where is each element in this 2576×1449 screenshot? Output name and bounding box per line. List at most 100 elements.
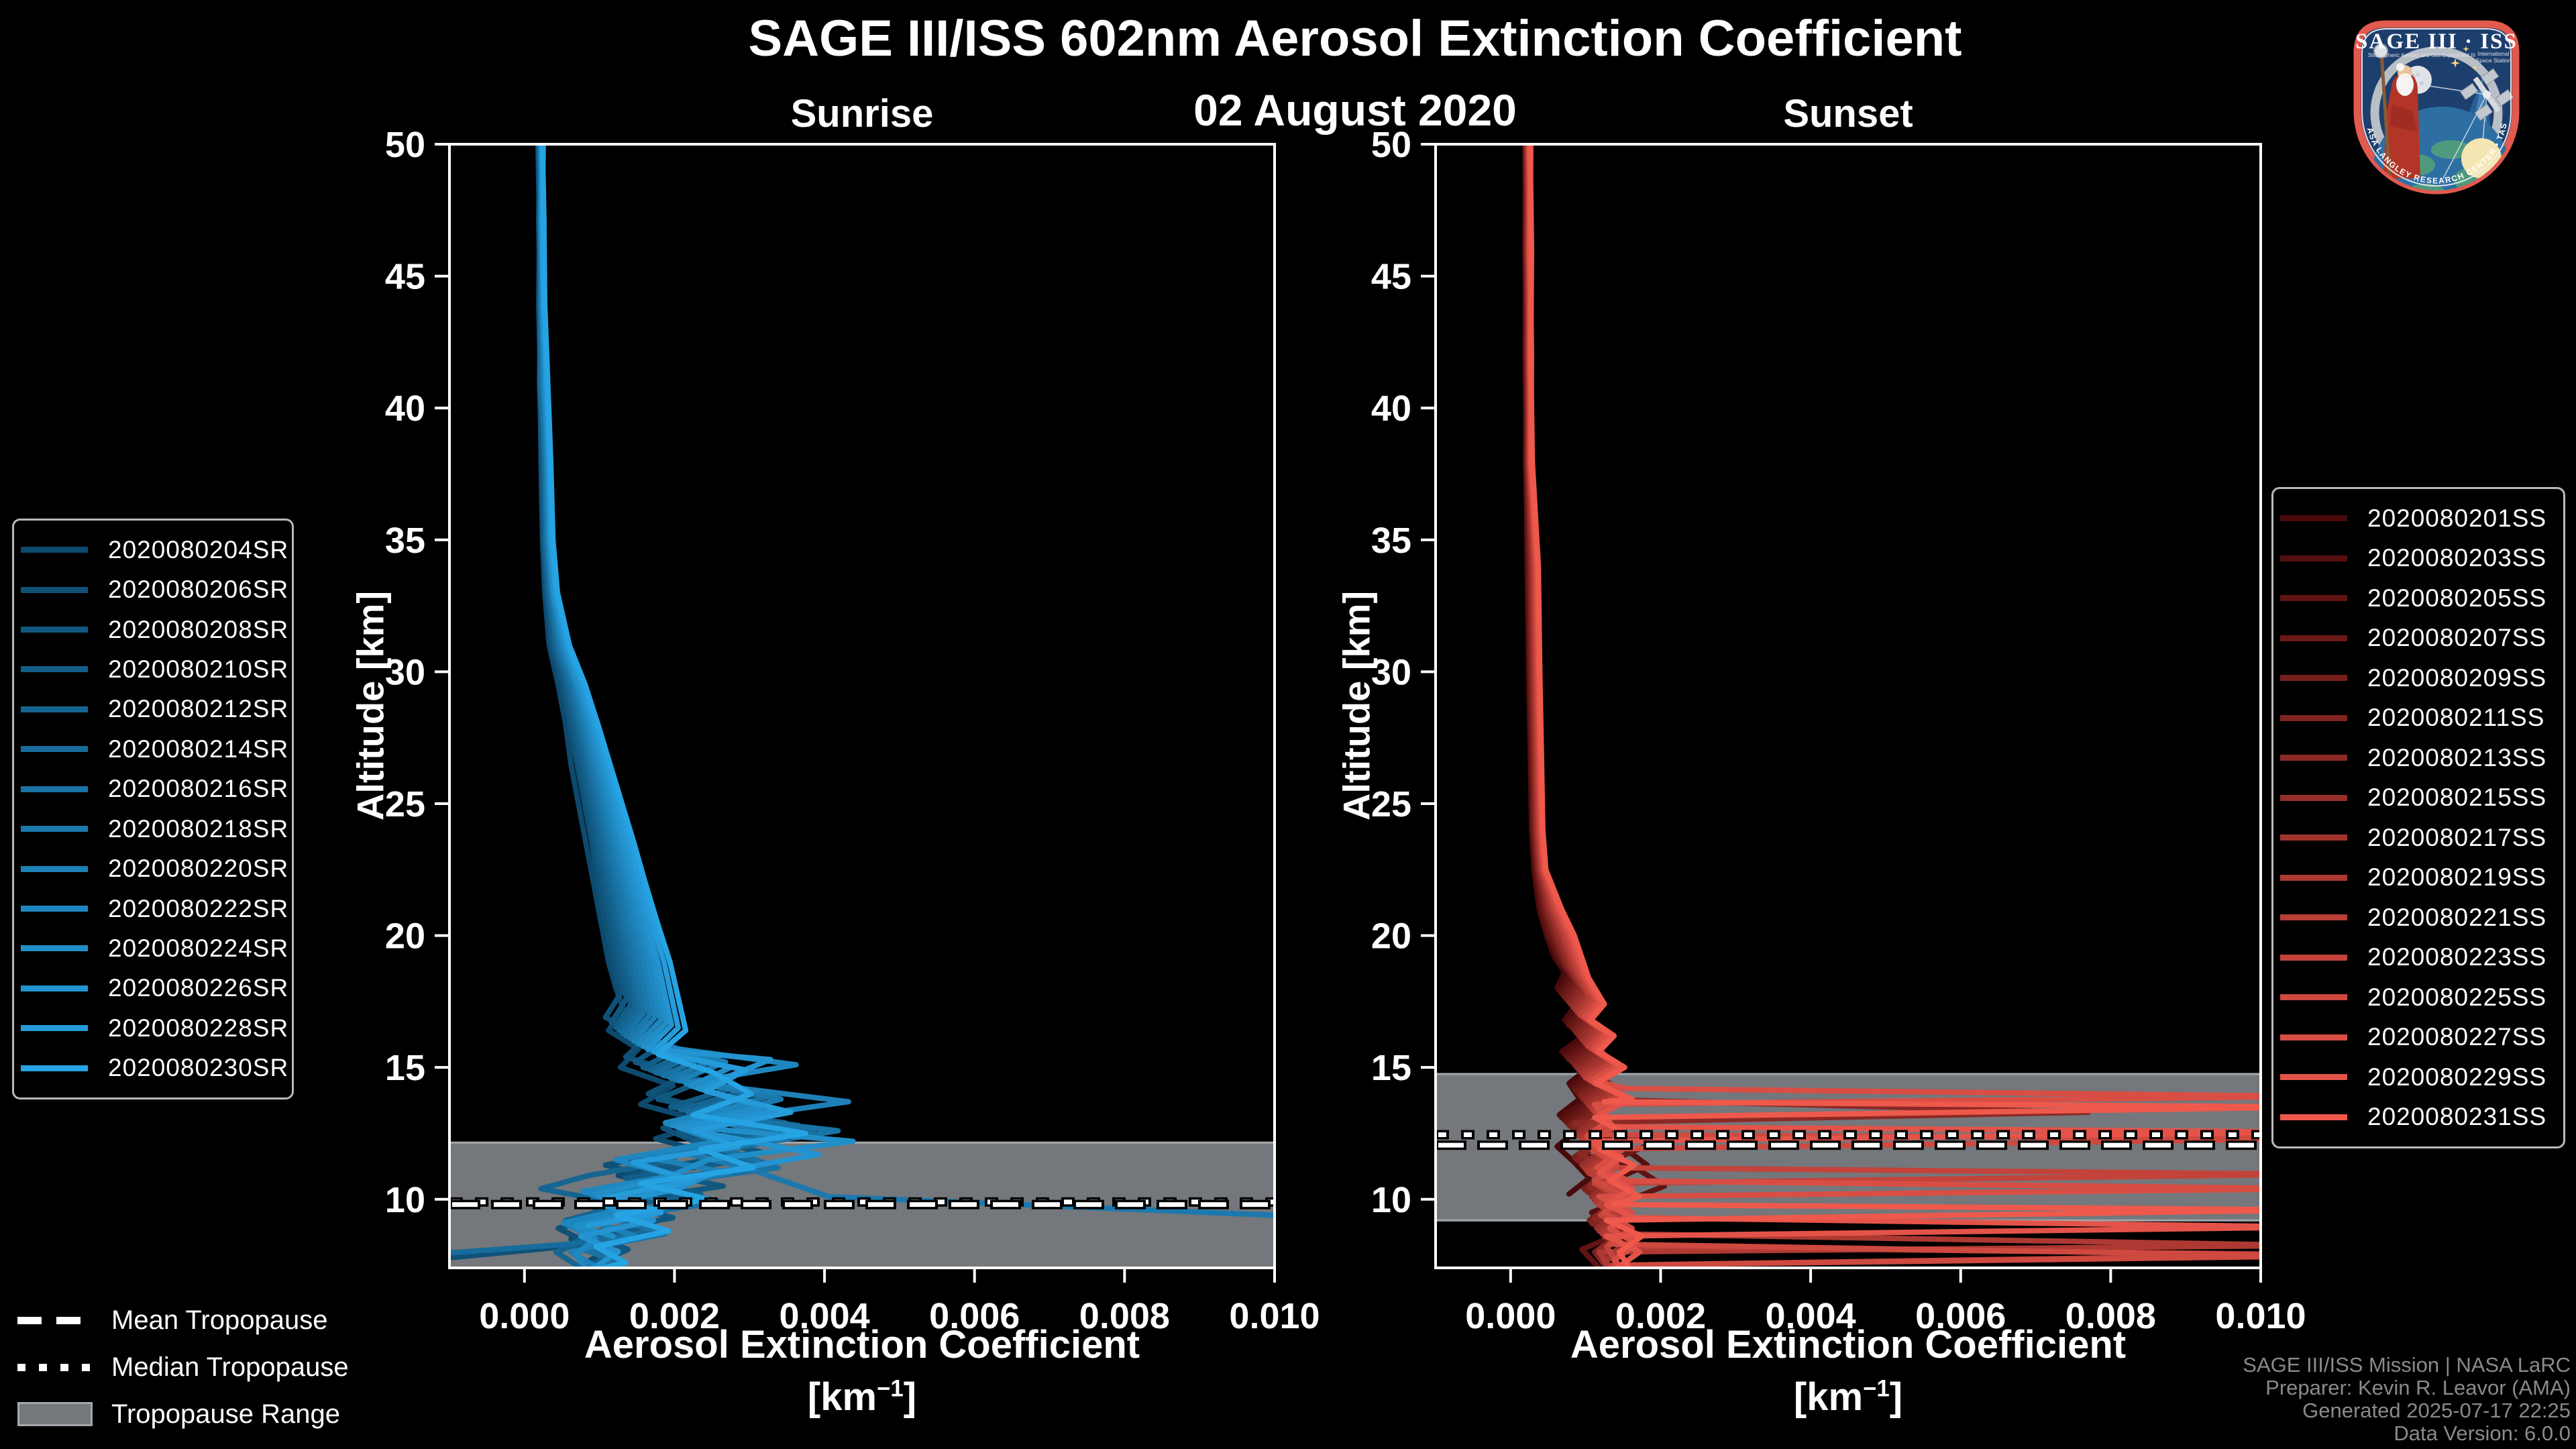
legend-line-swatch-icon [2280,515,2347,522]
legend-line-swatch-icon [21,547,88,553]
legend-label: 2020080206SR [108,576,289,604]
median-tropopause-label: Median Tropopause [111,1352,349,1382]
patch-art [2370,44,2514,191]
father-time-figure-icon [2373,44,2420,178]
mission-patch-logo: SAGE III · ISS Stratospheric Aerosol and… [2343,11,2520,195]
x-tick-label: 0.008 [2065,1296,2156,1336]
panel-title-sunrise: Sunrise [790,92,934,136]
footer-mission: SAGE III/ISS Mission | NASA LaRC [2243,1352,2571,1377]
legend-line-swatch-icon [21,666,88,673]
legend-item: 2020080206SR [21,576,289,604]
legend-item: 2020080204SR [21,536,288,564]
tropopause-range-label: Tropopause Range [111,1399,340,1429]
legend-label: 2020080224SR [108,934,289,962]
tropopause-range-swatch-icon [17,1402,93,1426]
legend-item: 2020080228SR [21,1014,289,1042]
legend-label: 2020080207SS [2367,624,2547,652]
legend-item-mean-tropopause: Mean Tropopause [17,1304,349,1336]
legend-label: 2020080212SR [108,695,289,723]
footer-generated: Generated 2025-07-17 22:25 [2302,1398,2571,1422]
legend-label: 2020080231SS [2367,1103,2547,1131]
legend-label: 2020080218SR [108,814,289,843]
legend-sunset: 2020080201SS 2020080203SS 2020080205SS 2020… [2271,487,2565,1148]
legend-line-swatch-icon [21,706,88,712]
x-tick-label: 0.006 [1915,1296,2006,1336]
x-tick-label: 0.010 [2215,1296,2306,1336]
legend-item: 2020080205SS [2280,584,2557,612]
legend-item: 2020080212SR [21,695,289,723]
y-axis-label-right: Altitude [km] [1335,590,1378,821]
legend-line-swatch-icon [21,826,88,833]
legend-label: 2020080225SS [2367,983,2547,1011]
legend-label: 2020080222SR [108,894,289,922]
mean-tropopause-label: Mean Tropopause [111,1305,328,1335]
y-tick-label: 35 [1371,521,1411,561]
y-tick-label: 20 [385,916,425,957]
legend-label: 2020080220SR [108,855,289,883]
series-2020080231SS [1527,144,2261,1268]
y-tick-label: 50 [385,125,425,165]
legend-label: 2020080226SR [108,974,289,1002]
legend-item: 2020080226SR [21,974,289,1002]
legend-item: 2020080227SS [2280,1023,2557,1051]
legend-line-swatch-icon [21,786,88,792]
legend-item: 2020080225SS [2280,983,2557,1012]
y-tick-label: 45 [1371,257,1411,297]
legend-item-tropopause-range: Tropopause Range [17,1398,349,1430]
y-tick-label: 10 [1371,1180,1411,1220]
patch-subtitle-space-station: Space Station [2476,57,2512,64]
footer-credits: SAGE III/ISS Mission | NASA LaRC Prepare… [2243,1352,2571,1445]
legend-item-median-tropopause: Median Tropopause [17,1351,349,1383]
y-tick-label: 25 [1371,784,1411,824]
legend-line-swatch-icon [21,1065,88,1071]
y-tick-label: 15 [385,1048,425,1088]
patch-subtitle-left: Stratospheric Aerosol and Gas Experiment… [2368,52,2475,58]
legend-line-swatch-icon [2280,595,2347,602]
legend-line-swatch-icon [2280,714,2347,721]
date-subtitle: 02 August 2020 [1193,85,1517,135]
x-axis-unit: [km−1] [807,1375,917,1419]
legend-line-swatch-icon [2280,1114,2347,1120]
x-axis-label-right: Aerosol Extinction Coefficient [km^-1] A… [1570,1319,2126,1424]
legend-item: 2020080214SR [21,735,288,763]
legend-item: 2020080220SR [21,855,289,883]
y-tick-label: 30 [385,652,425,692]
legend-item: 2020080219SS [2280,863,2557,892]
axes-spines [1434,143,2262,1269]
y-tick-label: 50 [1371,125,1411,165]
legend-line-swatch-icon [2280,635,2347,641]
panel-sunrise [449,144,1275,1268]
legend-label: 2020080219SS [2367,863,2547,892]
legend-item: 2020080223SS [2280,943,2557,971]
legend-item: 2020080229SS [2280,1063,2557,1091]
legend-item: 2020080207SS [2280,624,2557,652]
legend-label: 2020080213SS [2367,743,2547,771]
x-axis-title: Aerosol Extinction Coefficient [1570,1323,2127,1366]
iss-icon [2459,68,2514,121]
legend-item: 2020080208SR [21,616,288,644]
legend-label: 2020080215SS [2367,784,2547,812]
legend-item: 2020080217SS [2280,824,2557,852]
legend-label: 2020080223SS [2367,943,2547,971]
x-tick-label: 0.002 [629,1296,720,1336]
x-tick-label: 0.002 [1615,1296,1706,1336]
legend-label: 2020080201SS [2367,504,2547,532]
mean-tropopause-swatch-icon [17,1316,93,1324]
legend-line-swatch-icon [2280,675,2347,682]
panel-title-sunset: Sunset [1783,92,1913,136]
legend-item: 2020080221SS [2280,904,2557,932]
legend-line-swatch-icon [2280,555,2347,561]
patch-title: SAGE III · ISS [2355,30,2518,54]
x-axis-unit: [km−1] [1793,1375,1903,1419]
legend-label: 2020080216SR [108,775,289,803]
legend-label: 2020080203SS [2367,544,2547,572]
legend-item: 2020080224SR [21,934,289,963]
legend-label: 2020080228SR [108,1014,289,1042]
footer-data-version: Data Version: 6.0.0 [2394,1421,2571,1445]
legend-line-swatch-icon [21,746,88,753]
legend-line-swatch-icon [2280,835,2347,841]
page-title: SAGE III/ISS 602nm Aerosol Extinction Co… [748,10,1962,67]
x-tick-label: 0.010 [1229,1296,1320,1336]
legend-label: 2020080205SS [2367,584,2547,612]
